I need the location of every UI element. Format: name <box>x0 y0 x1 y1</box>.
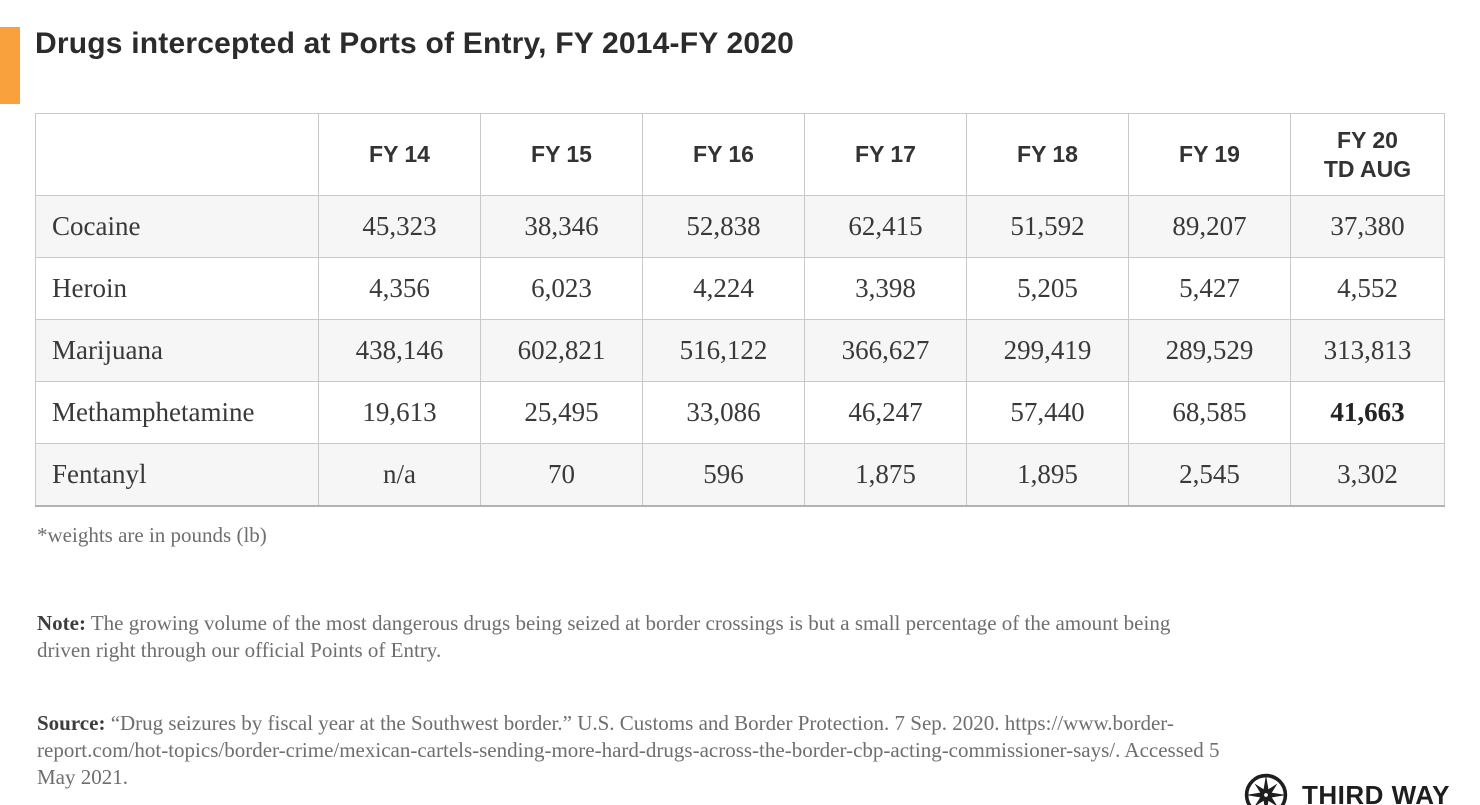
source-label: Source: <box>37 710 106 735</box>
drug-seizures-table: FY 14 FY 15 FY 16 FY 17 FY 18 FY 19 FY 2… <box>35 113 1445 507</box>
table-row-cocaine: Cocaine 45,323 38,346 52,838 62,415 51,5… <box>35 195 1445 258</box>
cell-value: 2,545 <box>1128 443 1291 507</box>
cell-value: n/a <box>318 443 481 507</box>
cell-value: 602,821 <box>480 319 643 382</box>
cell-value: 3,398 <box>804 257 967 320</box>
column-header-fy16: FY 16 <box>642 113 805 196</box>
cell-value: 70 <box>480 443 643 507</box>
cell-value: 1,895 <box>966 443 1129 507</box>
cell-value: 5,205 <box>966 257 1129 320</box>
cell-value: 4,356 <box>318 257 481 320</box>
column-header-fy20: FY 20 TD AUG <box>1290 113 1445 196</box>
source-text: “Drug seizures by fiscal year at the Sou… <box>37 710 1220 789</box>
cell-value: 1,875 <box>804 443 967 507</box>
cell-value: 62,415 <box>804 195 967 258</box>
column-header-blank <box>35 113 319 196</box>
footnote: *weights are in pounds (lb) <box>37 522 267 547</box>
note-paragraph: Note: The growing volume of the most dan… <box>37 610 1202 664</box>
row-label: Methamphetamine <box>35 381 319 444</box>
cell-value: 596 <box>642 443 805 507</box>
cell-value: 6,023 <box>480 257 643 320</box>
column-header-fy14: FY 14 <box>318 113 481 196</box>
cell-value: 299,419 <box>966 319 1129 382</box>
row-label: Marijuana <box>35 319 319 382</box>
cell-value: 3,302 <box>1290 443 1445 507</box>
cell-value: 4,224 <box>642 257 805 320</box>
cell-value: 89,207 <box>1128 195 1291 258</box>
third-way-logo: THIRD WAY <box>1243 772 1450 805</box>
source-paragraph: Source: “Drug seizures by fiscal year at… <box>37 710 1222 791</box>
cell-value: 37,380 <box>1290 195 1445 258</box>
cell-value: 313,813 <box>1290 319 1445 382</box>
table-row-marijuana: Marijuana 438,146 602,821 516,122 366,62… <box>35 319 1445 382</box>
table-row-methamphetamine: Methamphetamine 19,613 25,495 33,086 46,… <box>35 381 1445 444</box>
cell-value: 38,346 <box>480 195 643 258</box>
note-label: Note: <box>37 610 86 635</box>
cell-value: 33,086 <box>642 381 805 444</box>
table-header-row: FY 14 FY 15 FY 16 FY 17 FY 18 FY 19 FY 2… <box>35 113 1445 196</box>
cell-value: 57,440 <box>966 381 1129 444</box>
cell-value: 52,838 <box>642 195 805 258</box>
page-title: Drugs intercepted at Ports of Entry, FY … <box>35 27 794 60</box>
column-header-fy19: FY 19 <box>1128 113 1291 196</box>
row-label: Heroin <box>35 257 319 320</box>
logo-text: THIRD WAY <box>1302 779 1450 805</box>
column-header-fy17: FY 17 <box>804 113 967 196</box>
table-row-heroin: Heroin 4,356 6,023 4,224 3,398 5,205 5,4… <box>35 257 1445 320</box>
accent-bar <box>0 27 20 104</box>
column-header-fy18: FY 18 <box>966 113 1129 196</box>
cell-value: 516,122 <box>642 319 805 382</box>
cell-value: 68,585 <box>1128 381 1291 444</box>
note-text: The growing volume of the most dangerous… <box>37 610 1171 662</box>
table-row-fentanyl: Fentanyl n/a 70 596 1,875 1,895 2,545 3,… <box>35 443 1445 507</box>
cell-value: 25,495 <box>480 381 643 444</box>
column-header-fy15: FY 15 <box>480 113 643 196</box>
cell-value: 289,529 <box>1128 319 1291 382</box>
cell-value: 51,592 <box>966 195 1129 258</box>
cell-value: 19,613 <box>318 381 481 444</box>
row-label: Cocaine <box>35 195 319 258</box>
compass-icon <box>1244 773 1288 805</box>
cell-value: 438,146 <box>318 319 481 382</box>
cell-value: 46,247 <box>804 381 967 444</box>
cell-value-bold: 41,663 <box>1290 381 1445 444</box>
cell-value: 366,627 <box>804 319 967 382</box>
cell-value: 45,323 <box>318 195 481 258</box>
cell-value: 5,427 <box>1128 257 1291 320</box>
row-label: Fentanyl <box>35 443 319 507</box>
cell-value: 4,552 <box>1290 257 1445 320</box>
